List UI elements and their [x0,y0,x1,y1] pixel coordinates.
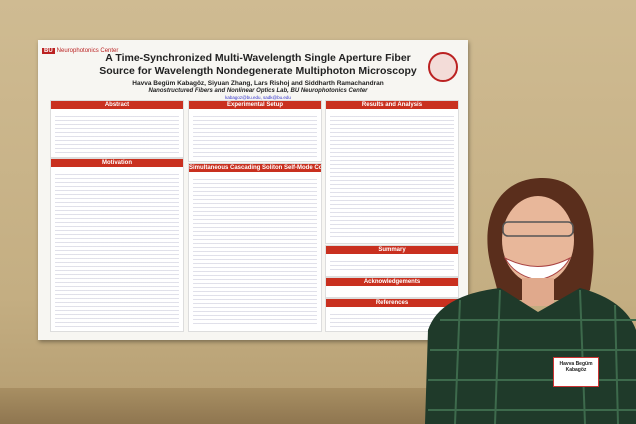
section-body [193,176,317,327]
authors: Havva Begüm Kabagöz, Siyuan Zhang, Lars … [132,80,384,87]
section-header: Simultaneous Cascading Soliton Self-Mode… [189,164,321,172]
logo: BU Neurophotonics Center [42,48,119,54]
section: Simultaneous Cascading Soliton Self-Mode… [188,163,322,332]
section-body [330,311,454,327]
section-header: Experimental Setup [189,101,321,109]
smile [503,256,572,281]
logo-text: Neurophotonics Center [56,48,119,54]
section: Motivation [50,158,184,332]
poster-title: A Time-Synchronized Multi-Wavelength Sin… [99,52,417,77]
face [502,196,574,284]
glasses [502,221,574,237]
section-header: Abstract [51,101,183,109]
section-header: Results and Analysis [326,101,458,109]
section-header: References [326,299,458,307]
section: Abstract [50,100,184,158]
section: Acknowledgements [325,277,459,298]
section: Summary [325,245,459,277]
name-tag: Havva Begüm Kabagöz [553,357,599,387]
seal [428,52,458,82]
affiliation: Nanostructured Fibers and Nonlinear Opti… [148,88,368,94]
neck [522,278,554,306]
section-header: Summary [326,246,458,254]
poster: BU Neurophotonics Center A Time-Synchroni… [38,40,468,340]
section-body [193,113,317,157]
email: kabagoz@bu.edu, sadk@bu.edu [225,95,291,100]
section-header: Motivation [51,159,183,167]
section-body [330,258,454,272]
section: Experimental Setup [188,100,322,162]
section-body [55,113,179,153]
section-header: Acknowledgements [326,278,458,286]
section-body [55,171,179,327]
section: Results and Analysis [325,100,459,244]
section-body [330,113,454,239]
